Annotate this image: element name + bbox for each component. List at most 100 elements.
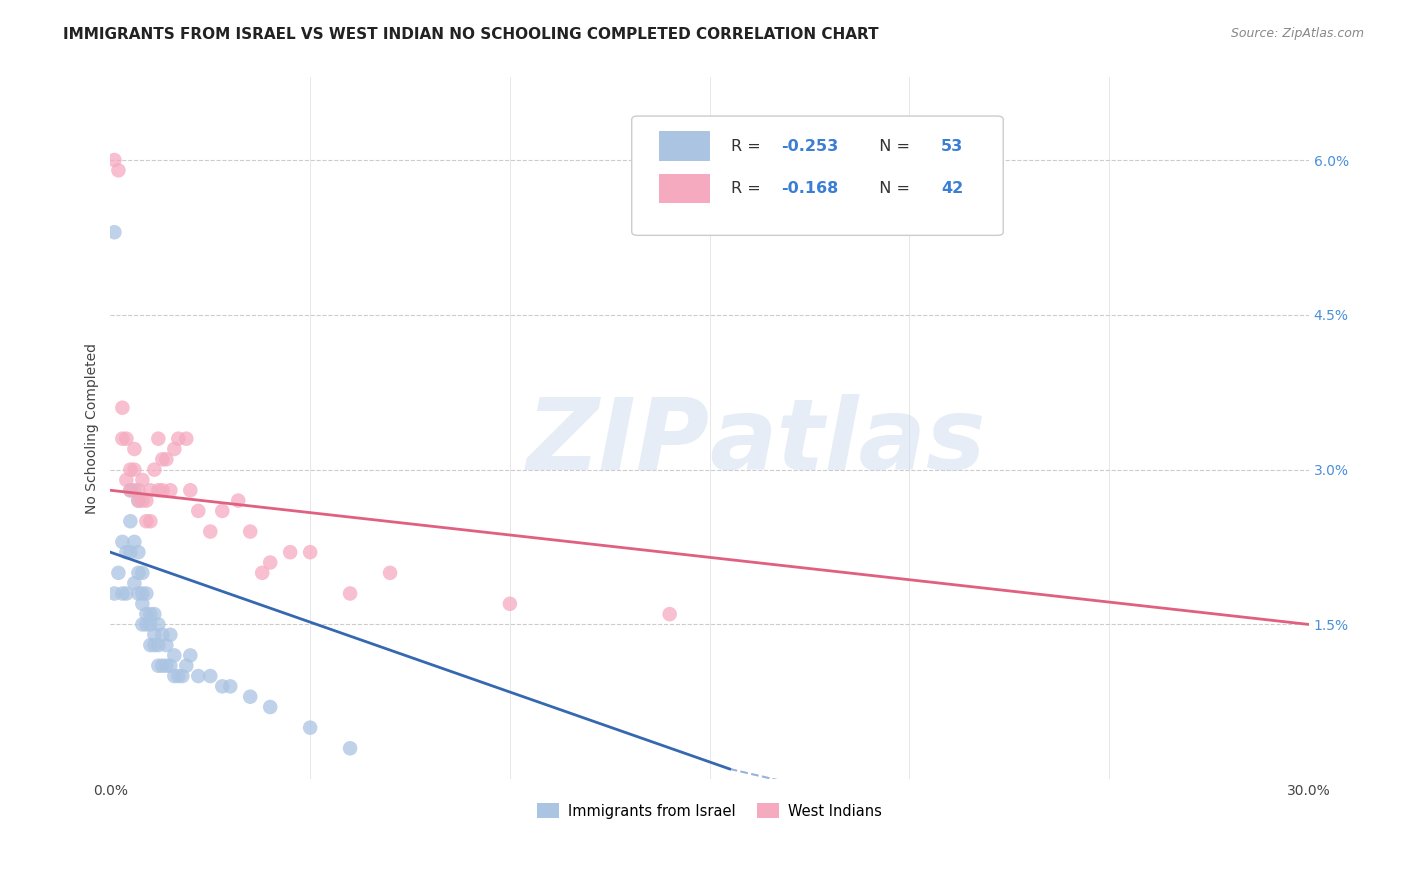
Point [259, 556, 281, 570]
Point [211, 679, 233, 693]
Point [124, 442, 146, 456]
Point [150, 452, 173, 467]
Point [187, 504, 209, 518]
Text: R =: R = [731, 181, 766, 196]
Y-axis label: No Schooling Completed: No Schooling Completed [86, 343, 100, 514]
Point [378, 566, 401, 580]
Text: -0.253: -0.253 [782, 139, 839, 153]
Point [155, 452, 177, 467]
Point [131, 597, 153, 611]
Point [127, 493, 149, 508]
Text: atlas: atlas [710, 394, 986, 491]
Point [148, 617, 170, 632]
Point [167, 669, 190, 683]
FancyBboxPatch shape [631, 116, 1004, 235]
Point [135, 617, 157, 632]
Point [103, 153, 125, 167]
Text: Source: ZipAtlas.com: Source: ZipAtlas.com [1230, 27, 1364, 40]
Point [120, 462, 142, 476]
Point [187, 669, 209, 683]
Point [278, 545, 301, 559]
Point [115, 473, 138, 487]
FancyBboxPatch shape [659, 174, 710, 203]
Point [115, 432, 138, 446]
Point [226, 493, 249, 508]
Point [131, 566, 153, 580]
Point [250, 566, 273, 580]
Point [143, 607, 166, 621]
Point [120, 545, 142, 559]
Point [159, 483, 181, 498]
Point [115, 586, 138, 600]
Point [127, 586, 149, 600]
Point [148, 483, 170, 498]
Point [135, 514, 157, 528]
Point [299, 545, 322, 559]
Point [163, 648, 186, 663]
Point [124, 483, 146, 498]
Point [120, 483, 142, 498]
Text: 42: 42 [941, 181, 963, 196]
Legend: Immigrants from Israel, West Indians: Immigrants from Israel, West Indians [531, 797, 887, 824]
Text: N =: N = [869, 181, 915, 196]
Point [103, 225, 125, 239]
Point [135, 607, 157, 621]
Point [111, 586, 134, 600]
Text: ZIP: ZIP [527, 394, 710, 491]
Point [179, 648, 201, 663]
Point [143, 638, 166, 652]
Point [111, 401, 134, 415]
Point [239, 524, 262, 539]
Point [124, 462, 146, 476]
Point [176, 658, 198, 673]
Point [139, 483, 162, 498]
Point [131, 473, 153, 487]
Point [172, 669, 194, 683]
Point [200, 524, 222, 539]
Point [131, 586, 153, 600]
Point [167, 432, 190, 446]
Point [155, 658, 177, 673]
Text: R =: R = [731, 139, 766, 153]
Point [115, 545, 138, 559]
Text: -0.168: -0.168 [782, 181, 839, 196]
Point [159, 658, 181, 673]
Point [150, 483, 173, 498]
Point [148, 432, 170, 446]
Point [163, 442, 186, 456]
Point [139, 617, 162, 632]
Point [143, 628, 166, 642]
Point [239, 690, 262, 704]
Point [150, 628, 173, 642]
Point [139, 607, 162, 621]
Point [179, 483, 201, 498]
Point [339, 741, 361, 756]
Point [139, 638, 162, 652]
Point [124, 576, 146, 591]
Point [127, 566, 149, 580]
Point [120, 514, 142, 528]
Point [107, 163, 129, 178]
Point [155, 638, 177, 652]
Point [107, 566, 129, 580]
Point [124, 534, 146, 549]
Text: N =: N = [869, 139, 915, 153]
Point [148, 658, 170, 673]
Point [148, 638, 170, 652]
Point [120, 483, 142, 498]
Point [127, 545, 149, 559]
Point [127, 493, 149, 508]
Point [131, 617, 153, 632]
Point [259, 700, 281, 714]
Point [127, 483, 149, 498]
Point [339, 586, 361, 600]
Point [111, 534, 134, 549]
Point [499, 597, 522, 611]
Point [131, 493, 153, 508]
Point [159, 628, 181, 642]
Point [103, 586, 125, 600]
Text: 53: 53 [941, 139, 963, 153]
Point [211, 504, 233, 518]
Text: IMMIGRANTS FROM ISRAEL VS WEST INDIAN NO SCHOOLING COMPLETED CORRELATION CHART: IMMIGRANTS FROM ISRAEL VS WEST INDIAN NO… [63, 27, 879, 42]
FancyBboxPatch shape [659, 131, 710, 161]
